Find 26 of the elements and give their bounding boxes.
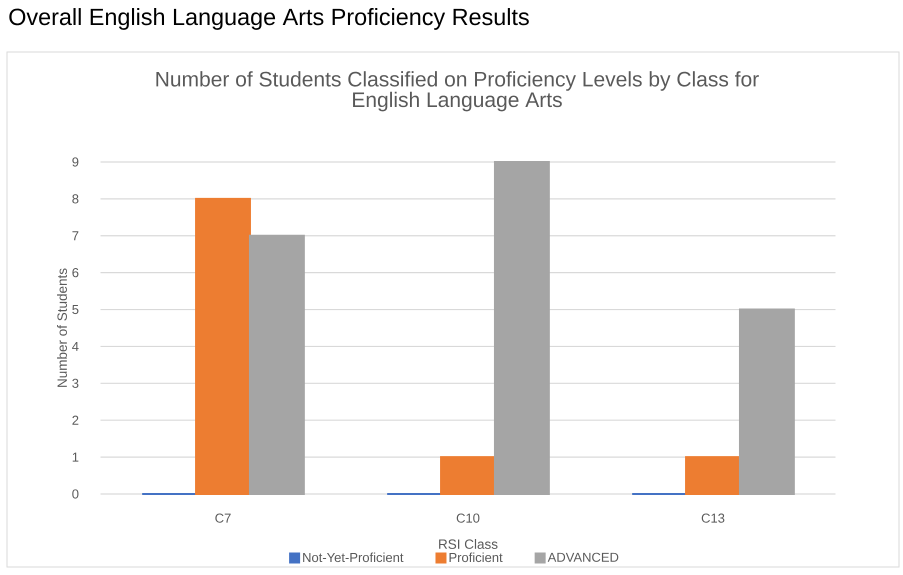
y-axis-title: Number of Students	[57, 268, 67, 387]
x-tick-label: C10	[456, 514, 480, 523]
y-tick-label: 1	[72, 452, 78, 462]
bar	[685, 456, 741, 495]
y-tick-label: 9	[72, 157, 78, 167]
y-tick-label: 8	[72, 194, 78, 204]
y-tick-label: 6	[72, 268, 78, 278]
chart-title: Overall English Language Arts Proficiency Results	[9, 8, 529, 30]
legend-label: Not-Yet-Proficient	[303, 552, 404, 562]
bar	[494, 160, 550, 495]
legend-label: ADVANCED	[548, 552, 618, 562]
legend-label: Proficient	[450, 552, 503, 562]
bar	[248, 234, 305, 495]
bar	[195, 198, 251, 495]
y-tick-label: 4	[72, 342, 79, 351]
x-axis-title: RSI Class	[439, 539, 498, 549]
bar	[440, 456, 496, 495]
y-tick-label: 2	[72, 416, 78, 425]
y-tick-label: 5	[72, 305, 78, 314]
y-tick-label: 0	[72, 489, 78, 499]
chart-subtitle: Number of Students Classified on Proficiency Levels by Class for English Language Arts	[156, 71, 759, 112]
x-tick-label: C13	[702, 514, 724, 523]
y-tick-label: 7	[72, 231, 78, 240]
x-tick-label: C7	[215, 514, 231, 523]
y-tick-label: 3	[72, 378, 78, 388]
bar	[738, 308, 795, 495]
